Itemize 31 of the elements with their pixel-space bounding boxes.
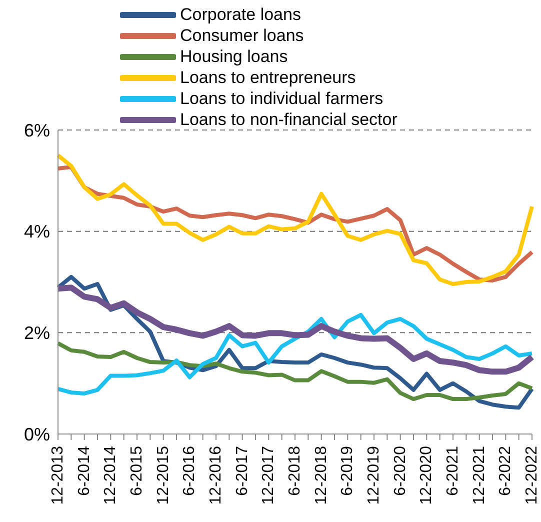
x-tick-label: 12-2017 [260, 446, 278, 505]
legend-label: Housing loans [180, 46, 288, 66]
y-tick-label: 6% [24, 120, 50, 140]
x-tick-label: 12-2020 [418, 446, 436, 505]
x-tick-label: 6-2017 [234, 446, 251, 496]
x-tick-label: 12-2013 [50, 446, 66, 505]
x-tick-label: 6-2015 [128, 446, 146, 496]
x-tick-label: 12-2015 [154, 446, 172, 505]
legend-label: Loans to entrepreneurs [180, 68, 356, 88]
x-tick-label: 6-2019 [339, 446, 356, 496]
y-tick-label: 4% [24, 222, 50, 242]
line-series [56, 341, 534, 402]
x-tick-label: 6-2014 [76, 446, 93, 496]
x-tick-label: 12-2019 [366, 446, 382, 505]
legend-label: Consumer loans [180, 26, 304, 46]
x-tick-label: 6-2020 [392, 446, 409, 496]
x-tick-label: 12-2016 [208, 446, 224, 505]
y-tick-label: 2% [24, 323, 50, 344]
x-tick-label: 12-2014 [102, 446, 120, 505]
x-tick-label: 6-2022 [497, 446, 514, 496]
line-series [56, 312, 534, 396]
x-tick-label: 6-2021 [444, 446, 462, 496]
legend-label: Loans to non-financial sector [180, 110, 398, 130]
x-tick-label: 6-2018 [286, 446, 304, 496]
legend-label: Corporate loans [180, 4, 301, 24]
x-tick-label: 6-2016 [181, 446, 198, 496]
x-tick-label: 12-2018 [312, 446, 330, 505]
x-tick-label: 12-2021 [470, 446, 488, 505]
x-tick-label: 12-2022 [524, 446, 540, 505]
legend-label: Loans to individual farmers [180, 88, 384, 108]
y-tick-label: 0% [24, 424, 50, 444]
